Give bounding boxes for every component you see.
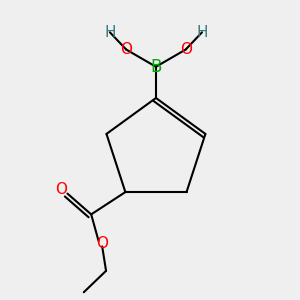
Text: B: B [150,58,162,76]
Text: O: O [55,182,67,197]
Text: O: O [180,42,192,57]
Text: H: H [104,25,116,40]
Text: O: O [120,42,132,57]
Text: O: O [96,236,108,251]
Text: H: H [196,25,208,40]
